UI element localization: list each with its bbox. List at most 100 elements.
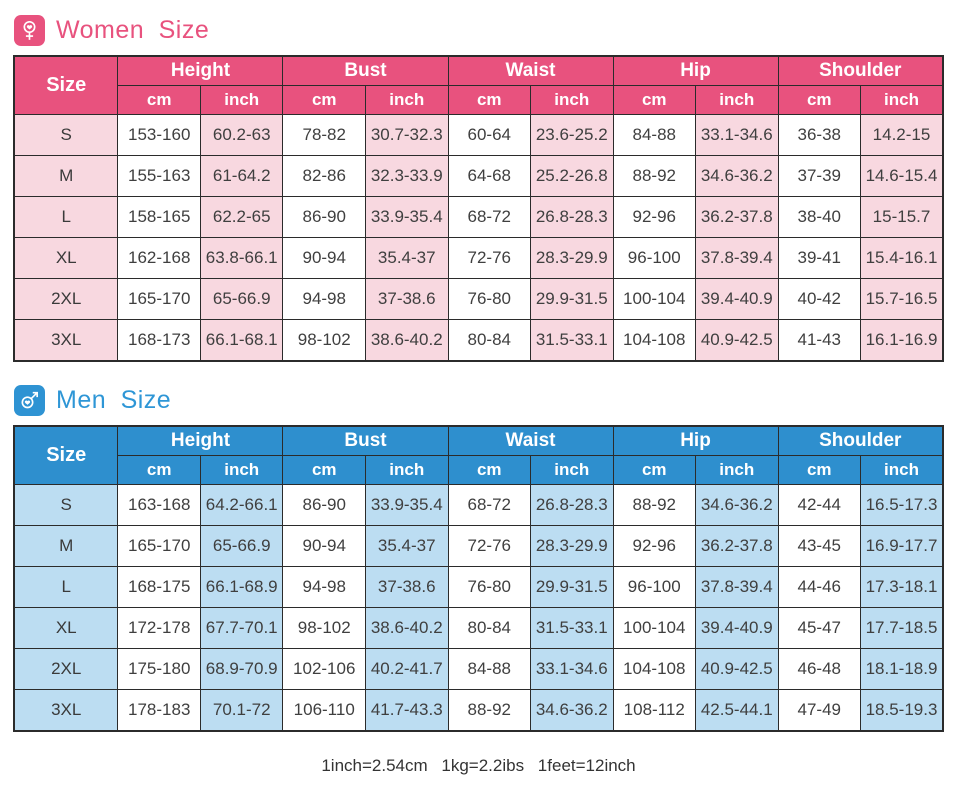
measure-cell: 63.8-66.1 [199,237,284,279]
size-cell: 2XL [13,648,119,690]
measure-cell: 64.2-66.1 [199,484,284,526]
measure-cell: 42-44 [777,484,862,526]
column-header-bust: Bust [282,55,449,86]
measure-cell: 33.9-35.4 [364,484,449,526]
measure-cell: 40.9-42.5 [695,648,779,690]
unit-header-cm: cm [447,455,531,485]
measure-cell: 94-98 [282,566,366,608]
measure-cell: 41.7-43.3 [364,689,449,732]
page-title-men: Men Size [56,386,172,414]
measure-cell: 36.2-37.8 [695,525,779,567]
women-group-header-row: Size Height Bust Waist Hip Shoulder [13,55,944,115]
column-header-shoulder: Shoulder [777,425,944,456]
measure-cell: 23.6-25.2 [530,114,614,156]
measure-cell: 100-104 [612,607,696,649]
measure-cell: 80-84 [447,607,531,649]
size-cell: 3XL [13,689,119,732]
men-size-section: Men Size Size Height Bust Waist Hip Shou… [0,385,957,732]
measure-cell: 18.5-19.3 [860,689,944,732]
measure-cell: 45-47 [777,607,862,649]
measure-cell: 88-92 [447,689,531,732]
measure-cell: 37.8-39.4 [695,566,779,608]
measure-cell: 96-100 [612,237,696,279]
table-row: 2XL 165-170 65-66.9 94-98 37-38.6 76-80 … [13,278,944,320]
measure-cell: 60.2-63 [199,114,284,156]
measure-cell: 35.4-37 [364,525,449,567]
size-cell: L [13,196,119,238]
measure-cell: 43-45 [777,525,862,567]
size-cell: S [13,484,119,526]
measure-cell: 38-40 [777,196,862,238]
measure-cell: 41-43 [777,319,862,362]
measure-cell: 34.6-36.2 [530,689,614,732]
column-header-hip: Hip [612,55,779,86]
unit-header-inch: inch [199,455,284,485]
unit-header-cm: cm [612,85,696,115]
measure-cell: 102-106 [282,648,366,690]
column-header-shoulder: Shoulder [777,55,944,86]
measure-cell: 47-49 [777,689,862,732]
measure-cell: 100-104 [612,278,696,320]
measure-cell: 15.7-16.5 [860,278,944,320]
measure-cell: 68-72 [447,196,531,238]
measure-cell: 66.1-68.9 [199,566,284,608]
measure-cell: 165-170 [117,525,201,567]
measure-cell: 76-80 [447,566,531,608]
measure-cell: 90-94 [282,525,366,567]
measure-cell: 40.2-41.7 [364,648,449,690]
table-row: S 163-168 64.2-66.1 86-90 33.9-35.4 68-7… [13,484,944,526]
female-icon [14,15,45,46]
measure-cell: 175-180 [117,648,201,690]
measure-cell: 68-72 [447,484,531,526]
unit-header-cm: cm [282,85,366,115]
measure-cell: 17.7-18.5 [860,607,944,649]
table-row: 3XL 178-183 70.1-72 106-110 41.7-43.3 88… [13,689,944,732]
measure-cell: 33.1-34.6 [695,114,779,156]
measure-cell: 37-39 [777,155,862,197]
measure-cell: 36.2-37.8 [695,196,779,238]
measure-cell: 38.6-40.2 [364,607,449,649]
measure-cell: 158-165 [117,196,201,238]
measure-cell: 44-46 [777,566,862,608]
table-row: S 153-160 60.2-63 78-82 30.7-32.3 60-64 … [13,114,944,156]
women-size-section: Women Size Size Height Bust Waist Hip Sh… [0,15,957,362]
measure-cell: 16.9-17.7 [860,525,944,567]
table-row: M 165-170 65-66.9 90-94 35.4-37 72-76 28… [13,525,944,567]
unit-header-cm: cm [447,85,531,115]
size-cell: 2XL [13,278,119,320]
measure-cell: 34.6-36.2 [695,484,779,526]
column-header-hip: Hip [612,425,779,456]
measure-cell: 31.5-33.1 [530,607,614,649]
size-cell: XL [13,237,119,279]
unit-header-cm: cm [117,85,201,115]
measure-cell: 17.3-18.1 [860,566,944,608]
measure-cell: 178-183 [117,689,201,732]
measure-cell: 14.6-15.4 [860,155,944,197]
unit-header-inch: inch [860,85,944,115]
measure-cell: 68.9-70.9 [199,648,284,690]
measure-cell: 29.9-31.5 [530,278,614,320]
women-section-title: Women Size [14,15,957,46]
measure-cell: 96-100 [612,566,696,608]
size-cell: M [13,525,119,567]
unit-header-inch: inch [530,455,614,485]
unit-header-cm: cm [117,455,201,485]
measure-cell: 34.6-36.2 [695,155,779,197]
measure-cell: 18.1-18.9 [860,648,944,690]
unit-header-inch: inch [695,85,779,115]
measure-cell: 65-66.9 [199,278,284,320]
measure-cell: 37.8-39.4 [695,237,779,279]
measure-cell: 165-170 [117,278,201,320]
measure-cell: 106-110 [282,689,366,732]
measure-cell: 72-76 [447,237,531,279]
measure-cell: 25.2-26.8 [530,155,614,197]
measure-cell: 40.9-42.5 [695,319,779,362]
measure-cell: 98-102 [282,319,366,362]
conversion-note: 1inch=2.54cm 1kg=2.2ibs 1feet=12inch [321,756,636,775]
measure-cell: 108-112 [612,689,696,732]
measure-cell: 94-98 [282,278,366,320]
measure-cell: 35.4-37 [364,237,449,279]
measure-cell: 16.5-17.3 [860,484,944,526]
measure-cell: 16.1-16.9 [860,319,944,362]
measure-cell: 26.8-28.3 [530,484,614,526]
